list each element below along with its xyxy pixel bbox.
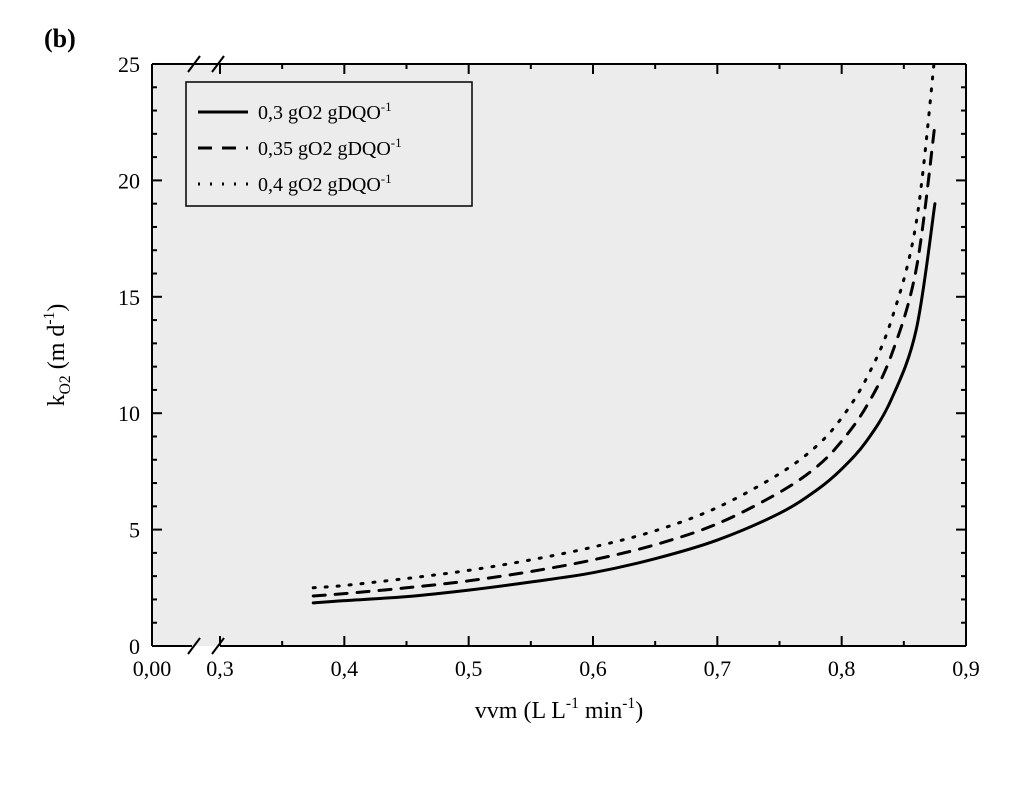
y-axis-label: kO2 (m d-1) — [41, 304, 74, 407]
svg-text:0,3: 0,3 — [206, 656, 234, 681]
svg-text:0,9: 0,9 — [952, 656, 980, 681]
svg-text:0,6: 0,6 — [579, 656, 607, 681]
svg-text:15: 15 — [118, 285, 140, 310]
legend-item: 0,4 gO2 gDQO-1 — [258, 171, 392, 196]
svg-text:0,4: 0,4 — [331, 656, 359, 681]
svg-text:0,5: 0,5 — [455, 656, 483, 681]
svg-text:20: 20 — [118, 168, 140, 193]
legend-item: 0,3 gO2 gDQO-1 — [258, 99, 392, 124]
svg-text:5: 5 — [129, 518, 140, 543]
svg-text:0,7: 0,7 — [704, 656, 732, 681]
svg-text:0: 0 — [129, 634, 140, 659]
x-axis-label: vvm (L L-1 min-1) — [475, 695, 643, 724]
chart: 0,00 0,3 0,4 0,5 0,6 0,7 0,8 0,9 0 5 10 15 20 25 vvm (… — [0, 0, 1024, 791]
svg-text:25: 25 — [118, 52, 140, 77]
panel-label: (b) — [44, 24, 76, 54]
svg-text:0,8: 0,8 — [828, 656, 856, 681]
legend-item: 0,35 gO2 gDQO-1 — [258, 135, 402, 160]
svg-text:0,00: 0,00 — [133, 656, 172, 681]
svg-text:10: 10 — [118, 401, 140, 426]
